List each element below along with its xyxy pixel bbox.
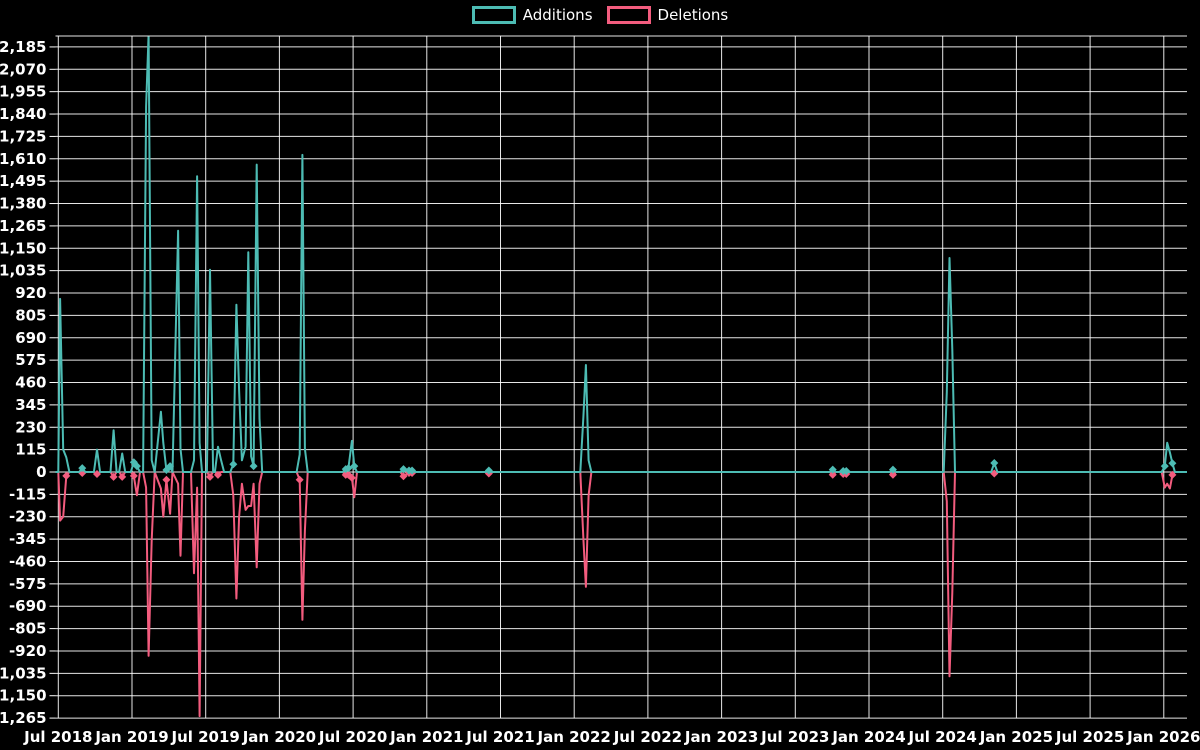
- series-group: [55, 36, 1187, 718]
- y-tick-label: 0: [36, 463, 46, 481]
- y-tick-label: 230: [15, 418, 46, 436]
- y-tick-label: -1,035: [0, 664, 47, 682]
- additions-point-marker: [166, 462, 175, 471]
- deletions-line: [55, 471, 1187, 718]
- x-tick-label: Jul 2022: [613, 728, 682, 746]
- additions-point-marker: [828, 465, 837, 474]
- y-tick-label: 805: [15, 306, 46, 324]
- x-tick-label: Jul 2025: [1055, 728, 1124, 746]
- additions-point-marker: [990, 459, 999, 468]
- additions-point-marker: [408, 466, 417, 475]
- y-tick-label: 1,035: [0, 262, 47, 280]
- y-tick-label: 1,955: [0, 83, 47, 101]
- deletions-point-marker: [162, 475, 171, 484]
- deletions-point-marker: [129, 471, 138, 480]
- additions-point-marker: [484, 466, 493, 475]
- additions-point-marker: [1160, 462, 1169, 471]
- y-tick-label: 1,380: [0, 195, 47, 213]
- additions-point-marker: [888, 465, 897, 474]
- y-tick-label: 2,185: [0, 38, 47, 56]
- additions-point-marker: [399, 465, 408, 474]
- deletions-point-marker: [118, 472, 127, 481]
- x-tick-label: Jan 2024: [831, 728, 905, 746]
- x-tick-label: Jan 2023: [684, 728, 758, 746]
- y-tick-label: 575: [15, 351, 46, 369]
- y-tick-label: -690: [9, 597, 47, 615]
- x-tick-label: Jan 2022: [537, 728, 611, 746]
- legend-item-additions[interactable]: Additions: [471, 6, 593, 24]
- additions-point-marker: [350, 462, 359, 471]
- x-tick-label: Jul 2021: [465, 728, 534, 746]
- y-tick-label: 1,495: [0, 172, 47, 190]
- y-tick-label: -920: [9, 642, 47, 660]
- x-tick-label: Jul 2020: [318, 728, 387, 746]
- y-tick-label: -1,265: [0, 709, 47, 727]
- y-tick-label: -805: [9, 620, 47, 638]
- legend: Additions Deletions: [0, 6, 1200, 24]
- y-tick-label: 2,070: [0, 60, 47, 78]
- y-tick-label: 115: [15, 441, 46, 459]
- deletions-point-marker: [213, 470, 222, 479]
- x-tick-label: Jul 2024: [908, 728, 977, 746]
- deletions-point-marker: [205, 472, 214, 481]
- deletions-point-marker: [92, 469, 101, 478]
- additions-point-marker: [1168, 459, 1177, 468]
- deletions-point-marker: [347, 473, 356, 482]
- additions-point-marker: [249, 462, 258, 471]
- y-tick-label: 690: [15, 329, 46, 347]
- y-tick-label: 1,265: [0, 217, 47, 235]
- deletions-point-marker: [828, 470, 837, 479]
- deletions-point-marker: [295, 475, 304, 484]
- deletions-point-marker: [109, 472, 118, 481]
- y-tick-label: 1,610: [0, 150, 47, 168]
- y-tick-label: -115: [9, 485, 47, 503]
- y-tick-label: 1,840: [0, 105, 47, 123]
- y-tick-label: 460: [15, 374, 46, 392]
- grid: 2,185 2,070 1,955 1,840 1,725 1,610 1,495 1,380…: [0, 35, 1200, 746]
- y-tick-label: 1,150: [0, 239, 47, 257]
- additions-point-marker: [78, 464, 87, 473]
- x-tick-label: Jul 2023: [760, 728, 829, 746]
- deletions-point-marker: [62, 471, 71, 480]
- additions-point-marker: [842, 467, 851, 476]
- x-tick-label: Jul 2019: [171, 728, 240, 746]
- y-tick-label: -345: [9, 530, 47, 548]
- y-tick-label: 920: [15, 284, 46, 302]
- x-tick-label: Jan 2025: [979, 728, 1053, 746]
- deletions-point-marker: [1168, 470, 1177, 479]
- y-tick-label: -575: [9, 575, 47, 593]
- deletions-point-marker: [399, 472, 408, 481]
- y-tick-label: 345: [15, 396, 46, 414]
- y-tick-label: 1,725: [0, 127, 47, 145]
- additions-point-marker: [229, 460, 238, 469]
- deletions-point-marker: [888, 470, 897, 479]
- legend-label-additions: Additions: [522, 6, 593, 24]
- x-tick-label: Jan 2019: [94, 728, 168, 746]
- additions-swatch-icon: [471, 6, 516, 24]
- y-tick-label: -1,150: [0, 687, 47, 705]
- deletions-swatch-icon: [606, 6, 651, 24]
- y-tick-label: -460: [9, 552, 47, 570]
- x-tick-label: Jan 2021: [389, 728, 463, 746]
- x-tick-label: Jan 2020: [242, 728, 316, 746]
- legend-label-deletions: Deletions: [657, 6, 729, 24]
- additions-line: [55, 36, 1187, 473]
- y-tick-label: -230: [9, 508, 47, 526]
- additions-point-marker: [132, 462, 141, 471]
- x-tick-label: Jul 2018: [23, 728, 92, 746]
- legend-item-deletions[interactable]: Deletions: [606, 6, 729, 24]
- x-tick-label: Jan 2026: [1126, 728, 1200, 746]
